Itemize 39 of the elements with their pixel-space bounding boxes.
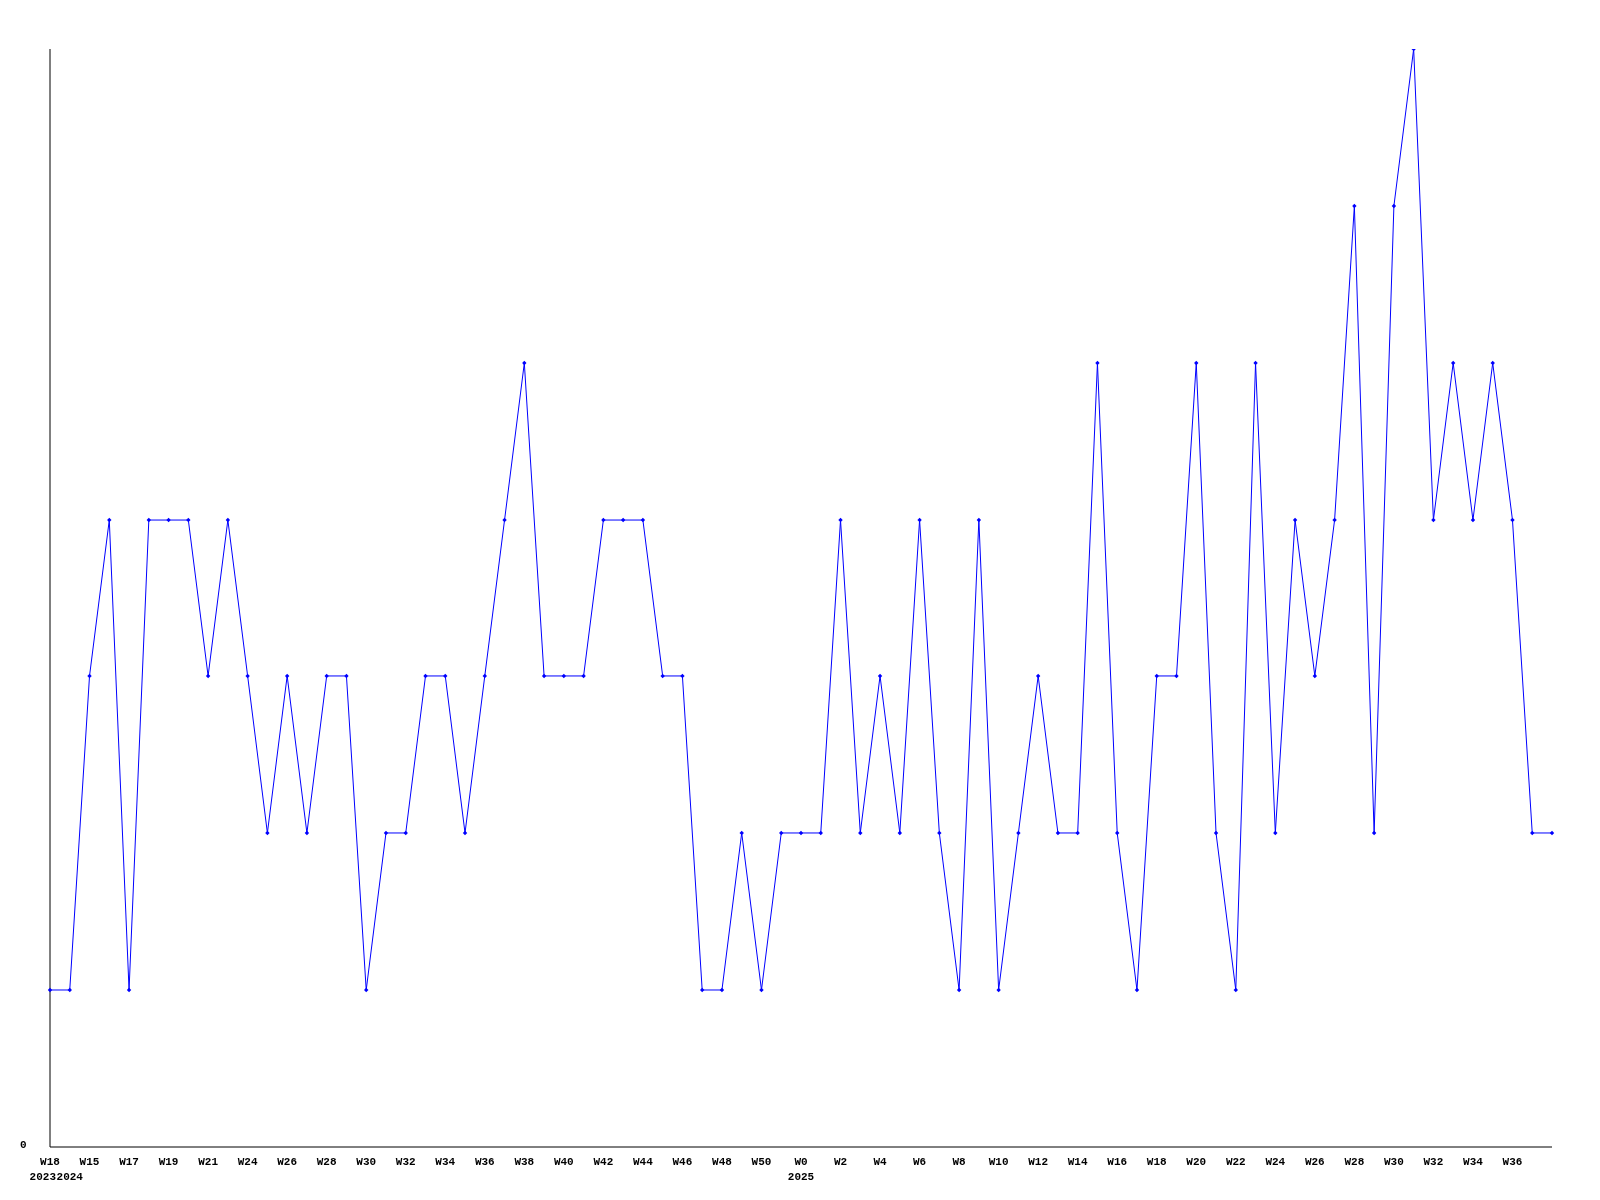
x-tick-label: W21 [198,1156,219,1168]
x-tick-label: W36 [1502,1156,1523,1168]
x-tick-label: W34 [1463,1156,1484,1168]
x-tick-label: W48 [712,1156,733,1168]
x-tick-label: W22 [1225,1156,1246,1168]
x-tick-label: W26 [277,1156,298,1168]
x-tick-label: W24 [1265,1156,1286,1168]
x-tick-label: W32 [1423,1156,1444,1168]
x-tick-label: W38 [514,1156,535,1168]
x-tick-label: W44 [632,1156,654,1168]
x-tick-label: W8 [952,1156,967,1168]
x-tick-label: W36 [474,1156,495,1168]
text: 0 [20,1139,27,1151]
x-tick-label: W28 [316,1156,337,1168]
x-tick-label: W6 [912,1156,927,1168]
x-tick-label: W30 [356,1156,377,1168]
x-tick-label: W18 [1146,1156,1168,1168]
x-tick-label: W15 [79,1156,100,1168]
x-tick-label: W0 2025 [787,1156,815,1183]
x-tick-label: W19 [158,1156,179,1168]
x-tick-label: W2 [833,1156,848,1168]
x-tick-label: W46 [672,1156,693,1168]
x-tick-label: W26 [1304,1156,1325,1168]
x-tick-label: W16 [1107,1156,1128,1168]
x-tick-label: W4 [873,1156,888,1168]
x-tick-label: W20 [1186,1156,1207,1168]
x-tick-label: W40 [553,1156,574,1168]
x-tick-label: 2024 [56,1171,84,1183]
x-tick-label: W10 [988,1156,1009,1168]
x-tick-label: W30 [1383,1156,1404,1168]
x-tick-label: W12 [1028,1156,1049,1168]
x-tick-label: W14 [1067,1156,1088,1168]
x-tick-label: W32 [395,1156,416,1168]
x-tick-label: W34 [435,1156,456,1168]
x-tick-label: W28 [1344,1156,1365,1168]
x-tick-label: W17 [119,1156,139,1168]
x-tick-label: W42 [593,1156,614,1168]
x-tick-label: W24 [237,1156,258,1168]
x-tick-label: W50 [751,1156,772,1168]
